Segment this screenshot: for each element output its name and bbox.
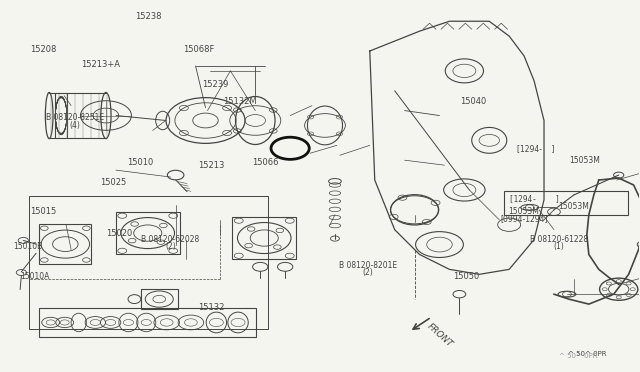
Text: FRONT: FRONT <box>425 321 454 349</box>
Text: (2): (2) <box>165 243 175 251</box>
Text: 15053M: 15053M <box>508 207 540 217</box>
Text: 15132M: 15132M <box>223 97 257 106</box>
Bar <box>116 212 180 254</box>
Text: 15132: 15132 <box>198 303 225 312</box>
Bar <box>29 196 268 329</box>
Text: 15068F: 15068F <box>183 45 214 54</box>
Text: 15050: 15050 <box>453 272 480 281</box>
Text: 15213+A: 15213+A <box>81 60 120 69</box>
Text: 15053M: 15053M <box>558 202 589 211</box>
Text: (2): (2) <box>362 268 373 277</box>
Text: 15213: 15213 <box>198 161 225 170</box>
Text: (1): (1) <box>554 243 564 251</box>
Bar <box>39 308 256 337</box>
Text: 15010: 15010 <box>127 157 154 167</box>
Text: ^ 50^ 0PR: ^ 50^ 0PR <box>568 351 607 357</box>
Text: ^ 50^ 0PR: ^ 50^ 0PR <box>559 353 597 359</box>
Text: 15238: 15238 <box>134 12 161 21</box>
Text: 15040: 15040 <box>460 97 486 106</box>
Text: 15010B: 15010B <box>13 243 43 251</box>
Text: 15015: 15015 <box>29 207 56 217</box>
Text: 15239: 15239 <box>202 80 228 89</box>
Text: B 08120-8201E: B 08120-8201E <box>339 261 397 270</box>
Text: 15025: 15025 <box>100 178 126 187</box>
Text: 15053M: 15053M <box>569 155 600 165</box>
Bar <box>504 191 628 215</box>
Text: [0994-1294]: [0994-1294] <box>500 214 548 223</box>
Bar <box>141 289 178 309</box>
Text: (4): (4) <box>69 121 80 129</box>
Text: [1294-    ]: [1294- ] <box>516 144 554 153</box>
Bar <box>39 224 92 264</box>
Bar <box>232 217 296 259</box>
Text: 15208: 15208 <box>29 45 56 54</box>
Text: B 08120-62028: B 08120-62028 <box>141 235 200 244</box>
Text: [1294-    ]: [1294- ] <box>509 195 560 203</box>
Text: 15010A: 15010A <box>20 272 49 281</box>
Text: 15020: 15020 <box>106 230 132 238</box>
Text: 15066: 15066 <box>253 157 279 167</box>
Text: B 08120-8251E: B 08120-8251E <box>45 113 104 122</box>
Text: B 08120-61228: B 08120-61228 <box>530 235 588 244</box>
